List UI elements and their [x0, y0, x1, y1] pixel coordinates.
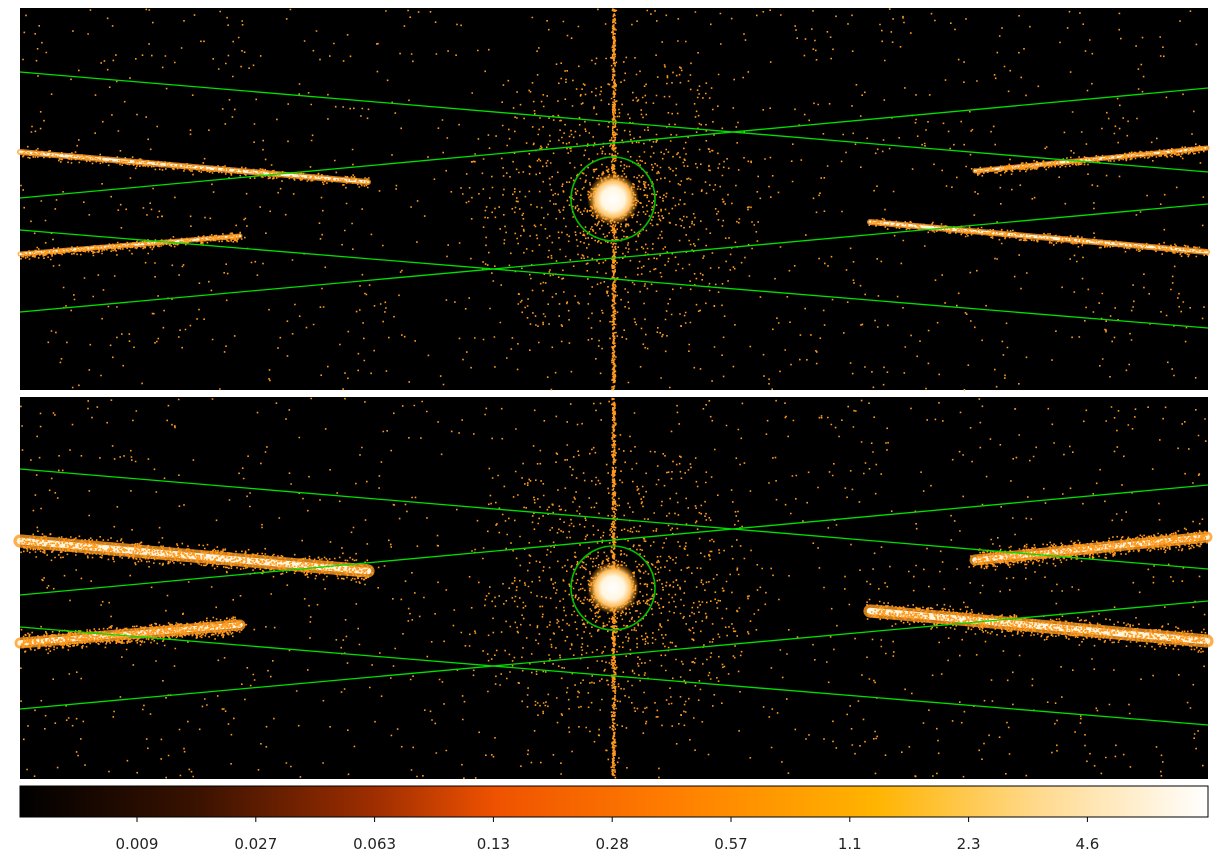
colorbar-tick-label: 0.57	[714, 835, 747, 853]
colorbar-tick-label: 0.13	[477, 835, 510, 853]
colorbar-tick-label: 0.027	[234, 835, 277, 853]
colorbar-tick-label: 0.28	[595, 835, 628, 853]
image-panel	[13, 397, 1214, 779]
region-line	[19, 87, 1209, 199]
colorbar-tick-label: 1.1	[838, 835, 862, 853]
colorbar-tick-label: 4.6	[1075, 835, 1099, 853]
region-line	[19, 203, 1209, 313]
region-line	[19, 71, 1209, 173]
image-panels	[13, 8, 1214, 779]
point-source	[587, 562, 639, 614]
colorbar-tick-label: 0.009	[116, 835, 159, 853]
region-circle	[570, 545, 656, 631]
region-line	[19, 229, 1209, 329]
colorbar-tick-label: 0.063	[353, 835, 396, 853]
region-circle	[570, 156, 656, 242]
colorbar-tick-label: 2.3	[957, 835, 981, 853]
region-line	[19, 468, 1209, 570]
colorbar-ticks: 0.009 0.027 0.063 0.13 0.28 0.57 1.1 2.3 4.6	[116, 817, 1099, 853]
point-source	[587, 173, 639, 225]
region-line	[19, 626, 1209, 726]
image-panel	[17, 8, 1210, 391]
colorbar	[19, 785, 1209, 818]
region-line	[19, 484, 1209, 596]
region-line	[19, 600, 1209, 710]
